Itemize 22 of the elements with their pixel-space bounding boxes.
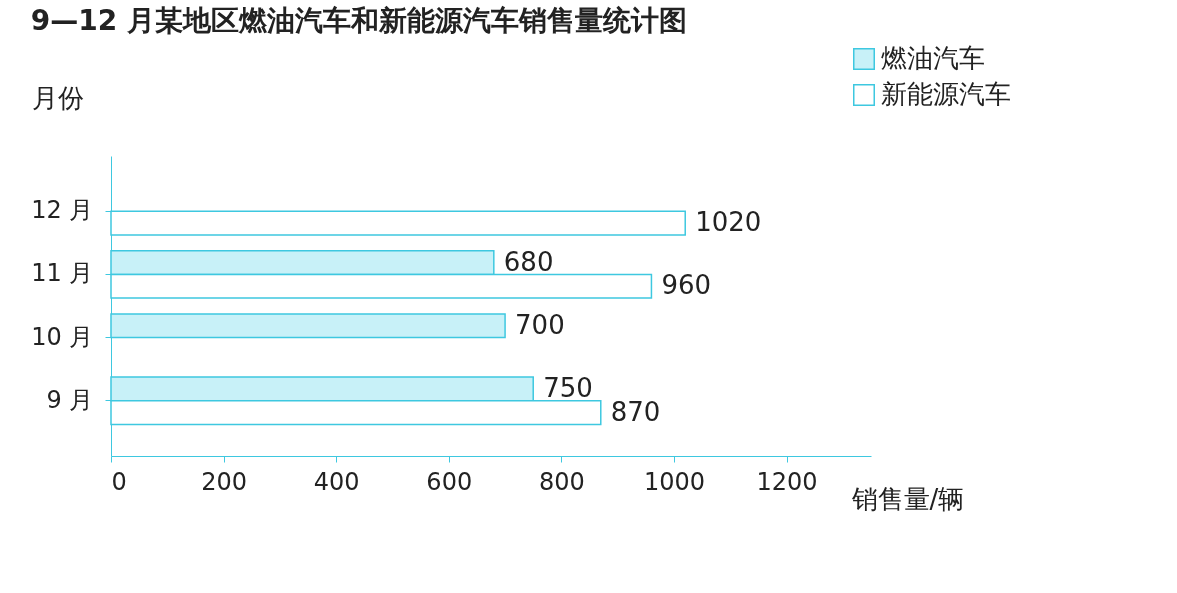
x-tick-label: 800	[538, 467, 585, 496]
chart-title: 9—12 月某地区燃油汽车和新能源汽车销售量统计图	[30, 4, 688, 37]
legend-label: 燃油汽车	[881, 43, 985, 73]
x-tick-label: 600	[426, 467, 473, 496]
data-label: 960	[661, 270, 712, 301]
x-tick-label: 200	[201, 467, 247, 496]
y-axis-title: 月份	[31, 82, 84, 113]
y-tick-label: 12 月	[31, 196, 94, 225]
data-label: 750	[543, 372, 593, 403]
data-label: 870	[610, 396, 661, 427]
data-label: 700	[515, 309, 565, 340]
y-tick-label: 9 月	[46, 385, 94, 414]
x-tick-label: 1000	[643, 467, 705, 496]
data-label: 1020	[695, 207, 762, 238]
x-tick-label: 400	[313, 467, 360, 496]
x-axis-title: 销售量/辆	[850, 483, 965, 514]
y-tick-label: 10 月	[31, 322, 94, 351]
legend-label: 新能源汽车	[881, 79, 1011, 109]
x-tick-label: 0	[111, 467, 127, 496]
y-tick-label: 11 月	[31, 259, 94, 288]
x-tick-label: 1200	[756, 467, 818, 496]
data-label: 680	[503, 246, 554, 277]
